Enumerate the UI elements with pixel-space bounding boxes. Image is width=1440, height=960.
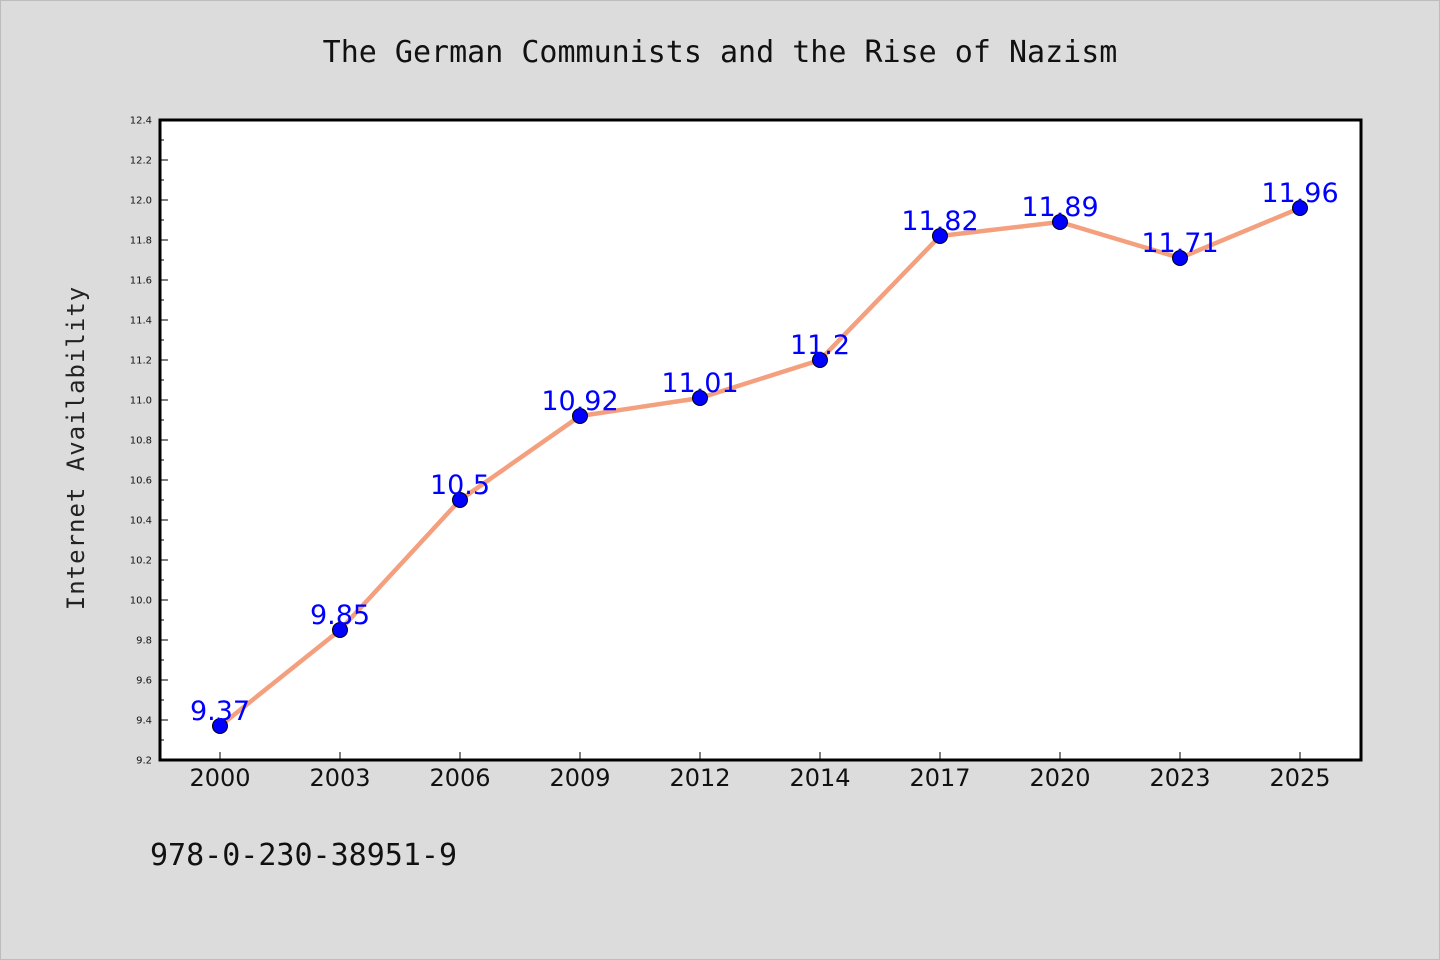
x-tick-label: 2000 (189, 764, 250, 792)
chart-title: The German Communists and the Rise of Na… (323, 35, 1118, 70)
x-tick-label: 2009 (549, 764, 610, 792)
y-tick-label: 11.2 (130, 356, 152, 367)
y-axis-label: Internet Availability (62, 286, 90, 610)
y-tick-label: 9.8 (136, 636, 152, 647)
series-line (217, 205, 1303, 729)
data-point-label: 11.96 (1261, 178, 1338, 209)
y-tick-label: 10.0 (130, 596, 152, 607)
data-point-label: 10.92 (541, 386, 618, 417)
y-axis: 9.2 9.4 9.6 9.8 10.0 10.2 10.4 10.6 10.8 11.0 11.2… (130, 116, 168, 767)
data-point-marker (212, 718, 228, 734)
y-tick-label: 11.6 (130, 276, 152, 287)
data-point-marker (1292, 200, 1308, 216)
x-tick-label: 2023 (1149, 764, 1210, 792)
series-polyline (217, 205, 1303, 729)
data-point-label: 11.89 (1021, 192, 1098, 223)
x-tick-label: 2003 (309, 764, 370, 792)
data-point-label: 11.01 (661, 368, 738, 399)
x-tick-label: 2014 (789, 764, 850, 792)
y-tick-label: 9.2 (136, 756, 152, 767)
y-tick-label: 11.8 (130, 236, 152, 247)
data-point-marker (1052, 214, 1068, 230)
y-tick-label: 10.8 (130, 436, 152, 447)
y-tick-label: 9.6 (136, 676, 152, 687)
y-tick-label: 9.4 (136, 716, 152, 727)
x-tick-label: 2017 (909, 764, 970, 792)
y-tick-label: 10.2 (130, 556, 152, 567)
x-tick-label: 2006 (429, 764, 490, 792)
data-point-marker (332, 622, 348, 638)
data-point-marker (812, 352, 828, 368)
data-point-label: 10.5 (430, 470, 490, 501)
x-tick-label: 2020 (1029, 764, 1090, 792)
data-labels: 9.37 9.85 10.5 10.92 11.01 11.2 11.82 11.89 11.7… (190, 178, 1339, 727)
data-markers (212, 200, 1308, 734)
x-tick-label: 2012 (669, 764, 730, 792)
y-tick-label: 12.4 (130, 116, 152, 127)
x-axis: 2000 2003 2006 2009 2012 2014 2017 2020 2023 2025 (189, 752, 1331, 792)
y-tick-label: 11.4 (130, 316, 152, 327)
data-point-marker (932, 228, 948, 244)
plot-area (158, 118, 1363, 762)
y-tick-label: 11.0 (130, 396, 152, 407)
data-point-label: 11.82 (901, 206, 978, 237)
y-tick-label: 12.0 (130, 196, 152, 207)
isbn-footer: 978-0-230-38951-9 (150, 838, 457, 873)
data-point-marker (572, 408, 588, 424)
data-point-label: 11.2 (790, 330, 850, 361)
y-tick-label: 10.4 (130, 516, 152, 527)
data-point-marker (1172, 250, 1188, 266)
data-point-marker (452, 492, 468, 508)
x-tick-label: 2025 (1269, 764, 1330, 792)
data-point-label: 11.71 (1141, 228, 1218, 259)
y-tick-label: 10.6 (130, 476, 152, 487)
y-tick-label: 12.2 (130, 156, 152, 167)
data-point-marker (692, 390, 708, 406)
data-point-label: 9.37 (190, 696, 250, 727)
data-point-label: 9.85 (310, 600, 370, 631)
